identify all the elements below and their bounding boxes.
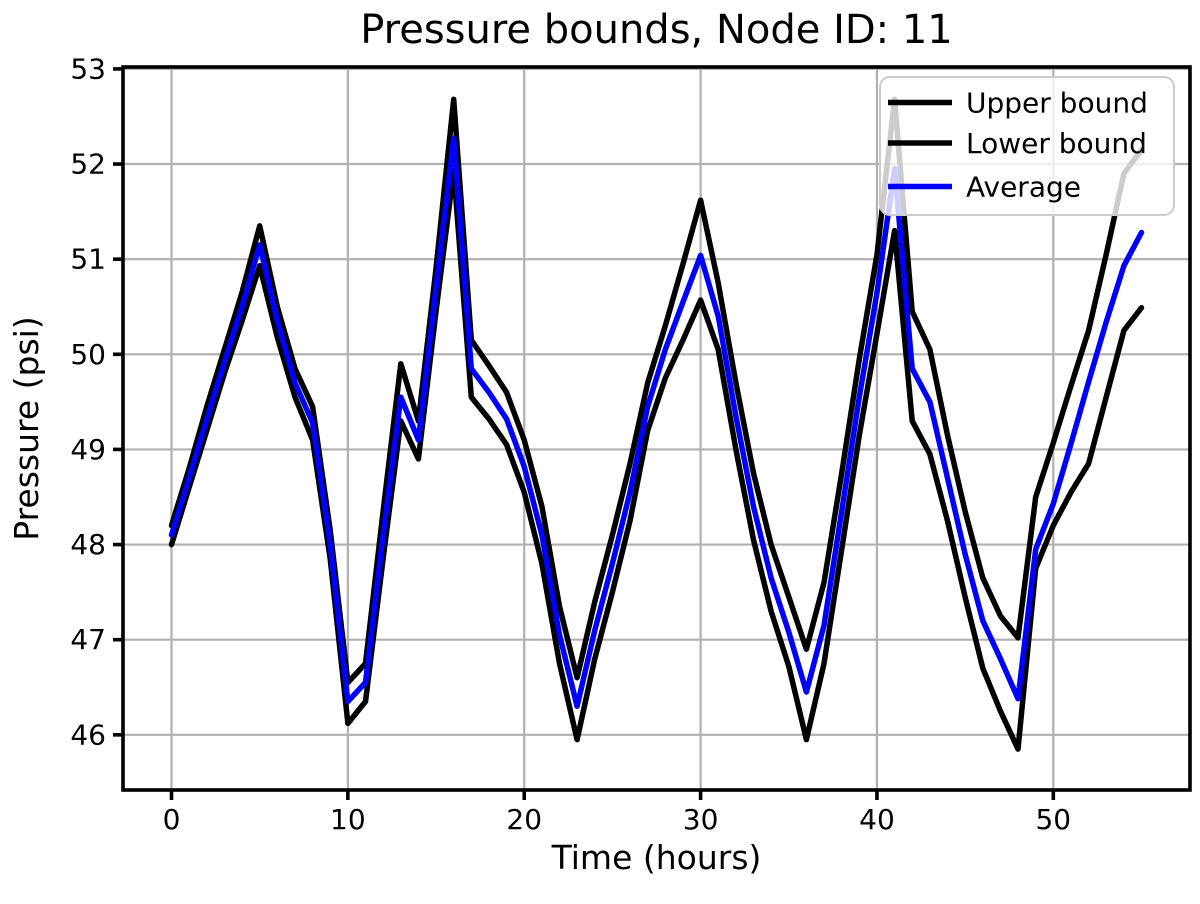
- y-axis-label: Pressure (psi): [7, 316, 46, 540]
- y-tick-label-53: 53: [70, 52, 106, 85]
- tick-layer: 0 10 20 30 40 50 46 47 48 49 50 51 52 53: [70, 52, 1071, 836]
- legend-box: [879, 76, 1175, 216]
- chart-title: Pressure bounds, Node ID: 11: [360, 7, 953, 53]
- y-tick-label-48: 48: [70, 528, 106, 561]
- x-tick-label-0: 0: [163, 803, 181, 836]
- x-axis-label: Time (hours): [551, 838, 762, 877]
- y-tick-label-46: 46: [70, 718, 106, 751]
- legend-label-lower-bound: Lower bound: [966, 127, 1147, 160]
- legend: Upper bound Lower bound Average: [879, 76, 1175, 216]
- x-tick-label-40: 40: [859, 803, 895, 836]
- x-tick-label-30: 30: [683, 803, 719, 836]
- y-tick-label-52: 52: [70, 148, 106, 181]
- y-tick-label-49: 49: [70, 433, 106, 466]
- x-tick-label-50: 50: [1035, 803, 1071, 836]
- axes-frame: [121, 65, 1192, 792]
- y-tick-label-51: 51: [70, 243, 106, 276]
- series-layer: [168, 96, 1145, 752]
- x-tick-label-10: 10: [330, 803, 366, 836]
- series-line-average: [168, 135, 1145, 710]
- x-tick-label-20: 20: [506, 803, 542, 836]
- y-tick-label-50: 50: [70, 338, 106, 371]
- y-tick-label-47: 47: [70, 623, 106, 656]
- legend-label-average: Average: [966, 171, 1081, 204]
- legend-label-upper-bound: Upper bound: [966, 87, 1148, 120]
